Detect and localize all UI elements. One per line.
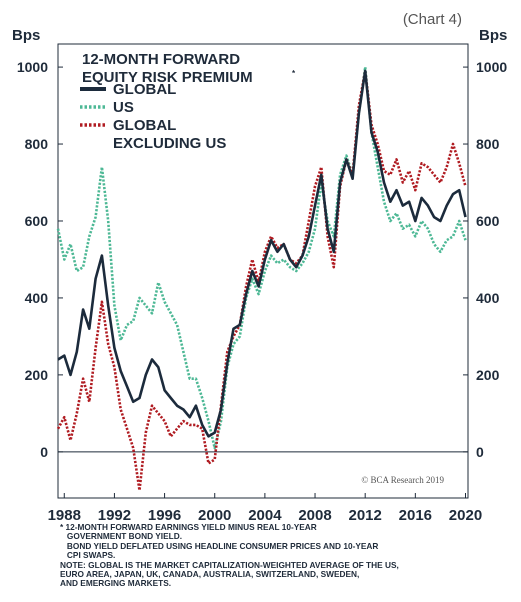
x-tick-label: 2000 xyxy=(198,507,231,524)
x-tick-label: 2004 xyxy=(248,507,282,524)
y-tick-label-left: 200 xyxy=(25,367,49,383)
y-tick-label-right: 600 xyxy=(476,213,500,229)
footnotes: * 12-MONTH FORWARD EARNINGS YIELD MINUS … xyxy=(60,522,500,589)
x-tick-label: 2012 xyxy=(348,507,381,524)
series-line-global-excluding-us xyxy=(56,69,467,492)
y-tick-label-left: 0 xyxy=(40,444,48,460)
series-line-us xyxy=(56,65,467,450)
axis-ticks: 0 0 200 200 400 400 600 600 800 800 1000 1000 1988 19… xyxy=(17,59,508,524)
series-line-global xyxy=(57,69,467,438)
x-tick-label: 2008 xyxy=(298,507,331,524)
footnote-line: CPI SWAPS. xyxy=(60,550,116,561)
series-lines xyxy=(56,65,467,492)
y-tick-label-right: 400 xyxy=(476,290,500,306)
y-axis-unit-left: Bps xyxy=(12,27,40,44)
footnote-line: * 12-MONTH FORWARD EARNINGS YIELD MINUS … xyxy=(60,522,317,532)
y-tick-label-left: 800 xyxy=(25,136,49,152)
plot-frame xyxy=(57,43,469,499)
chart-number-label: (Chart 4) xyxy=(403,11,462,28)
footnote-line: AND EMERGING MARKETS. xyxy=(60,578,172,589)
footnote-line: NOTE: GLOBAL IS THE MARKET CAPITALIZATIO… xyxy=(60,559,399,570)
source-credit: © BCA Research 2019 xyxy=(361,475,444,485)
x-tick-label: 1988 xyxy=(48,507,81,524)
y-tick-label-left: 600 xyxy=(25,213,49,229)
x-tick-label: 1992 xyxy=(98,507,131,524)
y-axis-unit-right: Bps xyxy=(479,27,507,44)
y-tick-label-right: 200 xyxy=(476,367,500,383)
title-footnote-mark: * xyxy=(292,69,296,78)
footnote-line: GOVERNMENT BOND YIELD. xyxy=(60,531,183,542)
y-tick-label-left: 1000 xyxy=(17,59,48,75)
legend-label: GLOBAL xyxy=(113,117,176,134)
legend-label: US xyxy=(113,99,134,116)
y-tick-label-right: 0 xyxy=(476,444,484,460)
footnote-line: BOND YIELD DEFLATED USING HEADLINE CONSU… xyxy=(60,540,379,551)
y-tick-label-left: 400 xyxy=(25,290,49,306)
x-tick-label: 2020 xyxy=(449,507,482,524)
chart-title-line: 12-MONTH FORWARD xyxy=(82,51,240,68)
legend-label-continued: EXCLUDING US xyxy=(113,135,226,152)
y-tick-label-right: 1000 xyxy=(476,59,507,75)
legend-label: GLOBAL xyxy=(113,81,176,98)
x-tick-label: 1996 xyxy=(148,507,181,524)
plot-border xyxy=(57,43,469,499)
footnote-line: EURO AREA, JAPAN, UK, CANADA, AUSTRALIA,… xyxy=(60,569,360,580)
chart-title-line: EQUITY RISK PREMIUM xyxy=(82,69,253,86)
x-tick-label: 2016 xyxy=(399,507,432,524)
y-tick-label-right: 800 xyxy=(476,136,500,152)
